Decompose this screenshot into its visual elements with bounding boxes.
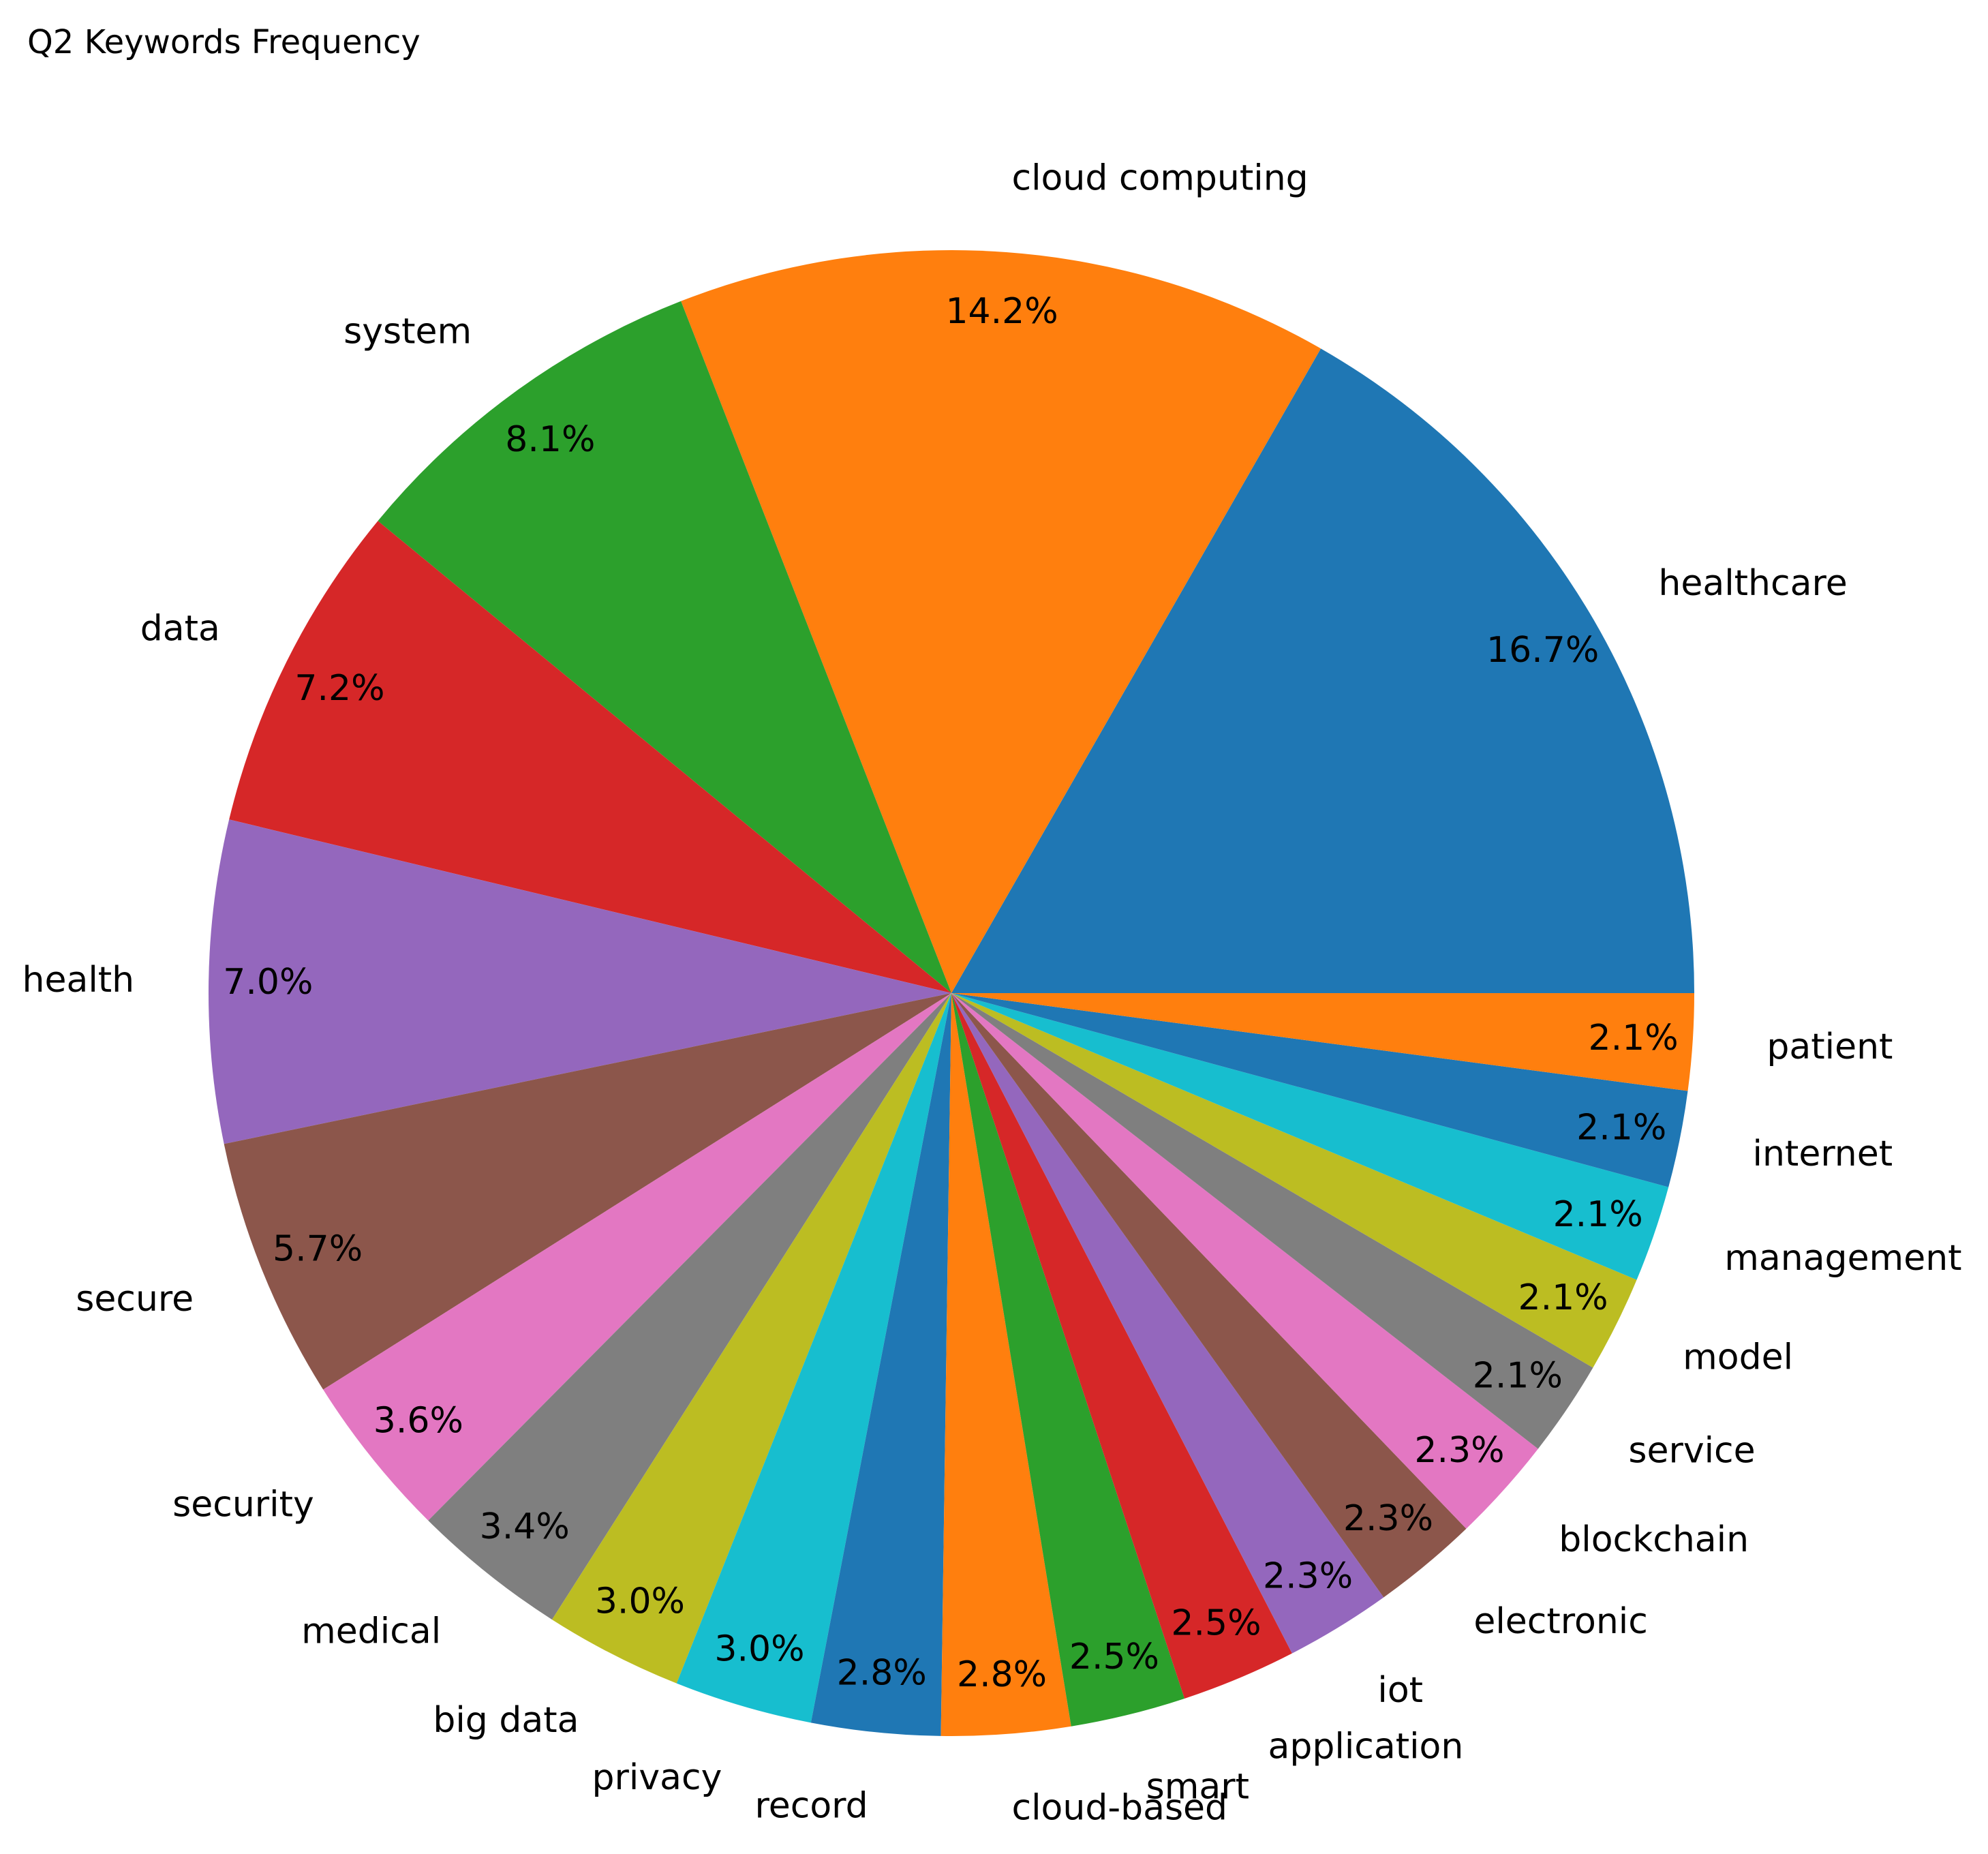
slice-label: healthcare (1658, 563, 1847, 604)
slice-percent-label: 3.0% (595, 1581, 685, 1622)
pie-slice (951, 993, 1637, 1368)
pie-slice (551, 993, 951, 1684)
slice-label: iot (1377, 1670, 1423, 1711)
slice-percent-label: 2.1% (1576, 1107, 1666, 1148)
slice-percent-label: 7.0% (223, 962, 313, 1003)
pie-slice (951, 993, 1384, 1654)
slice-percent-label: 2.5% (1069, 1637, 1159, 1677)
slice-percent-label: 3.0% (714, 1628, 804, 1669)
pie-slice (323, 993, 951, 1521)
pie-slice (951, 993, 1467, 1598)
slice-percent-label: 2.8% (957, 1654, 1047, 1695)
pie-slice (209, 819, 952, 1144)
slice-percent-label: 7.2% (294, 668, 384, 709)
slice-percent-label: 14.2% (945, 291, 1058, 332)
slice-label: internet (1753, 1134, 1893, 1174)
slice-percent-label: 2.1% (1473, 1356, 1563, 1397)
slice-percent-label: 3.6% (373, 1401, 463, 1442)
slice-label: security (172, 1484, 314, 1525)
slice-percent-label: 2.5% (1171, 1602, 1261, 1643)
slice-label: patient (1767, 1027, 1893, 1067)
slice-percent-label: 2.8% (837, 1653, 927, 1694)
slice-label: blockchain (1559, 1519, 1749, 1560)
pie-slice (951, 993, 1669, 1280)
slice-label: application (1268, 1726, 1463, 1767)
pie-slice (941, 993, 1071, 1736)
slice-label: service (1628, 1430, 1755, 1471)
slice-label: big data (433, 1700, 579, 1741)
pie-slice (676, 993, 951, 1723)
slice-label: cloud computing (1012, 157, 1309, 198)
slice-percent-label: 5.7% (273, 1228, 363, 1269)
pie-slice (810, 993, 951, 1736)
slice-label: electronic (1473, 1601, 1647, 1642)
pie-slice (951, 993, 1538, 1529)
pie-slice (229, 521, 952, 993)
pie-slice (951, 993, 1688, 1187)
pie-slice (428, 993, 951, 1620)
pie-slice (681, 249, 1321, 994)
slice-percent-label: 2.3% (1414, 1430, 1504, 1471)
slice-label: record (755, 1786, 868, 1827)
pie-slice (951, 993, 1593, 1449)
slice-label: secure (76, 1279, 194, 1320)
slice-percent-label: 3.4% (480, 1506, 570, 1547)
slice-label: management (1724, 1238, 1961, 1279)
pie-slice (951, 993, 1694, 1091)
pie-slice (378, 301, 951, 993)
slice-percent-label: 2.3% (1343, 1498, 1433, 1539)
slice-percent-label: 2.1% (1553, 1194, 1643, 1235)
slice-label: cloud-based (1012, 1788, 1228, 1829)
slice-label: data (140, 608, 220, 649)
slice-percent-label: 8.1% (505, 419, 595, 460)
pie-slice (951, 348, 1694, 993)
slice-labels: healthcare cloud computing system data healt… (22, 157, 1962, 1828)
slice-label: privacy (592, 1757, 722, 1798)
slice-percent-label: 2.3% (1263, 1556, 1353, 1597)
pie-slices (209, 249, 1694, 1736)
pie-slice (224, 993, 951, 1390)
slice-label: medical (301, 1611, 441, 1652)
slice-percent-label: 16.7% (1486, 630, 1599, 671)
pie-slice (951, 993, 1185, 1727)
pie-slice (951, 993, 1292, 1699)
slice-label: health (22, 960, 135, 1001)
slice-percent-label: 2.1% (1589, 1018, 1679, 1059)
chart-title: Q2 Keywords Frequency (27, 23, 420, 61)
slice-label: smart (1146, 1766, 1249, 1807)
slice-label: model (1683, 1337, 1793, 1378)
percent-labels: 16.7% 14.2% 8.1% 7.2% 7.0% 5.7% 3.6% 3.4% 3.0% 3.… (223, 291, 1678, 1695)
slice-percent-label: 2.1% (1518, 1277, 1608, 1318)
slice-label: system (343, 311, 472, 352)
